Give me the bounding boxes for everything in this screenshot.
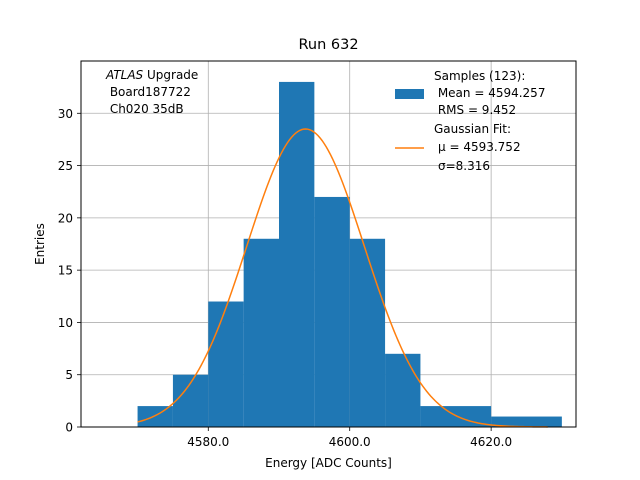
annotation-line-title: ATLAS Upgrade: [105, 68, 198, 82]
legend-fit-label: Gaussian Fit:: [434, 122, 511, 136]
histogram-bar-5: [314, 196, 350, 427]
legend-samples-label: Samples (123):: [434, 69, 525, 83]
plot-frame: [80, 60, 577, 428]
histogram-bar-3: [243, 238, 279, 427]
legend: Samples (123): Mean = 4594.257 RMS = 9.4…: [395, 69, 545, 173]
histogram-bar-9: [491, 416, 562, 427]
annotation-atlas: ATLAS: [105, 68, 144, 82]
histogram-bar-7: [385, 353, 421, 427]
x-tick-label-1: 4600.0: [329, 435, 371, 449]
histogram-bar-4: [279, 81, 315, 428]
y-axis-label: Entries: [33, 223, 47, 265]
legend-rms-value: RMS = 9.452: [434, 103, 516, 117]
y-tick-label-5: 25: [58, 159, 73, 173]
legend-sigma-value: σ=8.316: [438, 159, 490, 173]
y-axis-ticks: 0 5 10 15 20 25 30: [58, 107, 81, 435]
legend-histogram-patch: [395, 89, 424, 99]
histogram-bar-2: [208, 301, 244, 427]
y-tick-label-2: 10: [58, 316, 73, 330]
y-tick-label-0: 0: [65, 421, 73, 435]
y-tick-label-6: 30: [58, 107, 73, 121]
legend-mu-value: μ = 4593.752: [438, 140, 521, 154]
annotation-line-channel: Ch020 35dB: [106, 102, 184, 116]
chart-title: Run 632: [298, 37, 358, 53]
gaussian-fit-curve: [137, 128, 548, 428]
x-tick-label-0: 4580.0: [187, 435, 229, 449]
histogram-bar-6: [349, 238, 386, 427]
y-tick-label-3: 15: [58, 264, 73, 278]
legend-mean-value: Mean = 4594.257: [434, 86, 545, 100]
y-tick-label-1: 5: [65, 368, 73, 382]
y-tick-label-4: 20: [58, 211, 73, 225]
annotation-upgrade: Upgrade: [143, 68, 198, 82]
x-tick-label-2: 4620.0: [470, 435, 512, 449]
x-axis-label: Energy [ADC Counts]: [265, 456, 392, 470]
annotation-line-board: Board187722: [106, 85, 191, 99]
x-axis-ticks: 4580.0 4600.0 4620.0: [187, 427, 512, 449]
histogram-bar-0: [137, 406, 173, 427]
atlas-annotation: ATLAS Upgrade Board187722 Ch020 35dB: [105, 68, 198, 116]
